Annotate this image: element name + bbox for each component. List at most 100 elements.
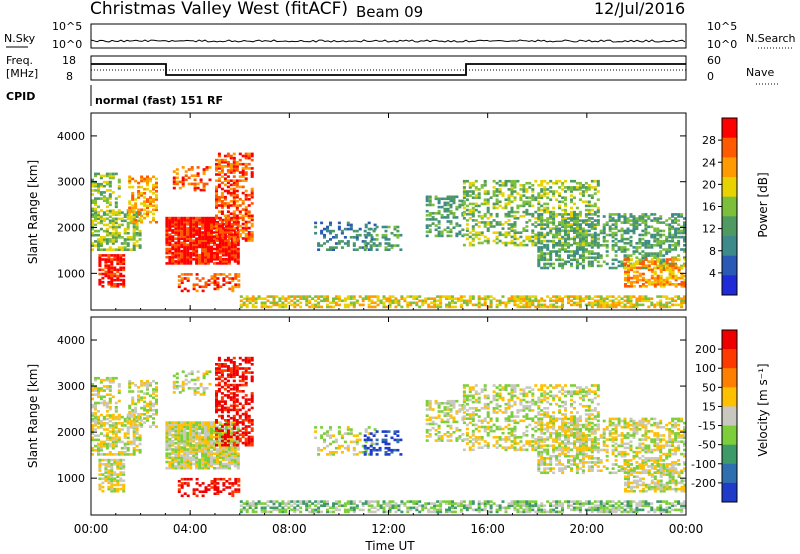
heatmap-cell — [122, 471, 126, 474]
heatmap-cell — [232, 414, 236, 418]
heatmap-cell — [373, 295, 377, 298]
heatmap-cell — [101, 268, 105, 272]
heatmap-cell — [177, 249, 181, 253]
heatmap-cell — [587, 217, 591, 220]
heatmap-cell — [120, 223, 124, 227]
heatmap-cell — [528, 239, 532, 243]
heatmap-cell — [114, 453, 118, 456]
heatmap-cell — [111, 446, 115, 450]
heatmap-cell — [537, 248, 541, 251]
heatmap-cell — [223, 218, 227, 222]
heatmap-cell — [522, 227, 526, 230]
heatmap-cell — [677, 229, 681, 233]
heatmap-cell — [632, 270, 636, 274]
heatmap-cell — [638, 215, 642, 218]
heatmap-cell — [363, 229, 367, 233]
heatmap-cell — [224, 245, 228, 249]
heatmap-cell — [537, 206, 541, 210]
heatmap-cell — [232, 210, 236, 213]
heatmap-cell — [620, 264, 624, 268]
heatmap-cell — [195, 237, 199, 240]
heatmap-cell — [558, 233, 562, 237]
heatmap-cell — [186, 223, 190, 226]
heatmap-cell — [232, 379, 236, 383]
heatmap-cell — [210, 275, 214, 278]
heatmap-cell — [132, 448, 136, 452]
heatmap-cell — [132, 225, 136, 229]
heatmap-cell — [552, 295, 556, 298]
heatmap-cell — [519, 204, 523, 208]
heatmap-cell — [370, 305, 374, 309]
heatmap-cell — [207, 218, 210, 222]
heatmap-cell — [235, 200, 239, 203]
heatmap-cell — [146, 388, 149, 391]
heatmap-cell — [495, 305, 499, 309]
heatmap-cell — [581, 299, 585, 303]
heatmap-cell — [235, 437, 239, 441]
heatmap-cell — [183, 245, 187, 249]
heatmap-cell — [590, 221, 594, 224]
heatmap-cell — [195, 229, 199, 232]
heatmap-cell — [549, 264, 553, 268]
heatmap-cell — [216, 277, 220, 280]
heatmap-cell — [543, 246, 547, 249]
heatmap-cell — [232, 427, 236, 430]
heatmap-cell — [140, 398, 144, 402]
heatmap-cell — [227, 446, 231, 449]
heatmap-cell — [578, 233, 582, 237]
heatmap-cell — [117, 178, 121, 182]
heatmap-cell — [204, 281, 208, 284]
heatmap-cell — [230, 237, 234, 240]
heatmap-cell — [195, 216, 199, 220]
heatmap-cell — [540, 227, 544, 231]
heatmap-cell — [247, 193, 251, 197]
heatmap-cell — [323, 295, 326, 298]
heatmap-cell — [546, 196, 550, 199]
heatmap-cell — [537, 194, 541, 197]
heatmap-cell — [201, 458, 205, 462]
heatmap-cell — [189, 237, 193, 240]
heatmap-cell — [94, 419, 97, 423]
heatmap-cell — [236, 452, 240, 455]
heatmap-cell — [108, 378, 112, 382]
heatmap-cell — [510, 241, 514, 245]
heatmap-cell — [349, 227, 353, 231]
heatmap-cell — [247, 233, 251, 236]
heatmap-cell — [620, 235, 624, 239]
heatmap-cell — [421, 301, 425, 305]
heatmap-cell — [570, 206, 573, 210]
heatmap-cell — [510, 239, 514, 243]
heatmap-cell — [587, 225, 591, 229]
heatmap-cell — [105, 444, 109, 448]
heatmap-cell — [662, 229, 666, 233]
heatmap-cell — [215, 371, 218, 374]
heatmap-cell — [180, 279, 184, 282]
heatmap-cell — [665, 278, 669, 282]
heatmap-cell — [226, 206, 230, 209]
heatmap-cell — [446, 197, 450, 201]
heatmap-cell — [146, 183, 149, 187]
heatmap-cell — [513, 301, 517, 305]
heatmap-cell — [614, 213, 618, 216]
heatmap-cell — [543, 206, 547, 210]
heatmap-cell — [199, 188, 203, 192]
heatmap-cell — [250, 152, 254, 156]
heatmap-cell — [629, 299, 633, 303]
heatmap-cell — [123, 240, 127, 243]
heatmap-cell — [218, 442, 222, 445]
heatmap-cell — [590, 227, 594, 231]
heatmap-cell — [626, 301, 630, 305]
heatmap-cell — [480, 202, 484, 206]
heatmap-cell — [238, 152, 242, 156]
heatmap-cell — [443, 203, 447, 207]
heatmap-cell — [656, 303, 660, 307]
heatmap-cell — [519, 196, 523, 199]
heatmap-cell — [677, 239, 681, 243]
heatmap-cell — [641, 215, 645, 218]
heatmap-cell — [217, 383, 221, 387]
heatmap-cell — [626, 237, 630, 241]
heatmap-cell — [152, 408, 155, 412]
heatmap-cell — [186, 460, 190, 464]
heatmap-cell — [596, 252, 600, 255]
heatmap-cell — [213, 456, 216, 460]
